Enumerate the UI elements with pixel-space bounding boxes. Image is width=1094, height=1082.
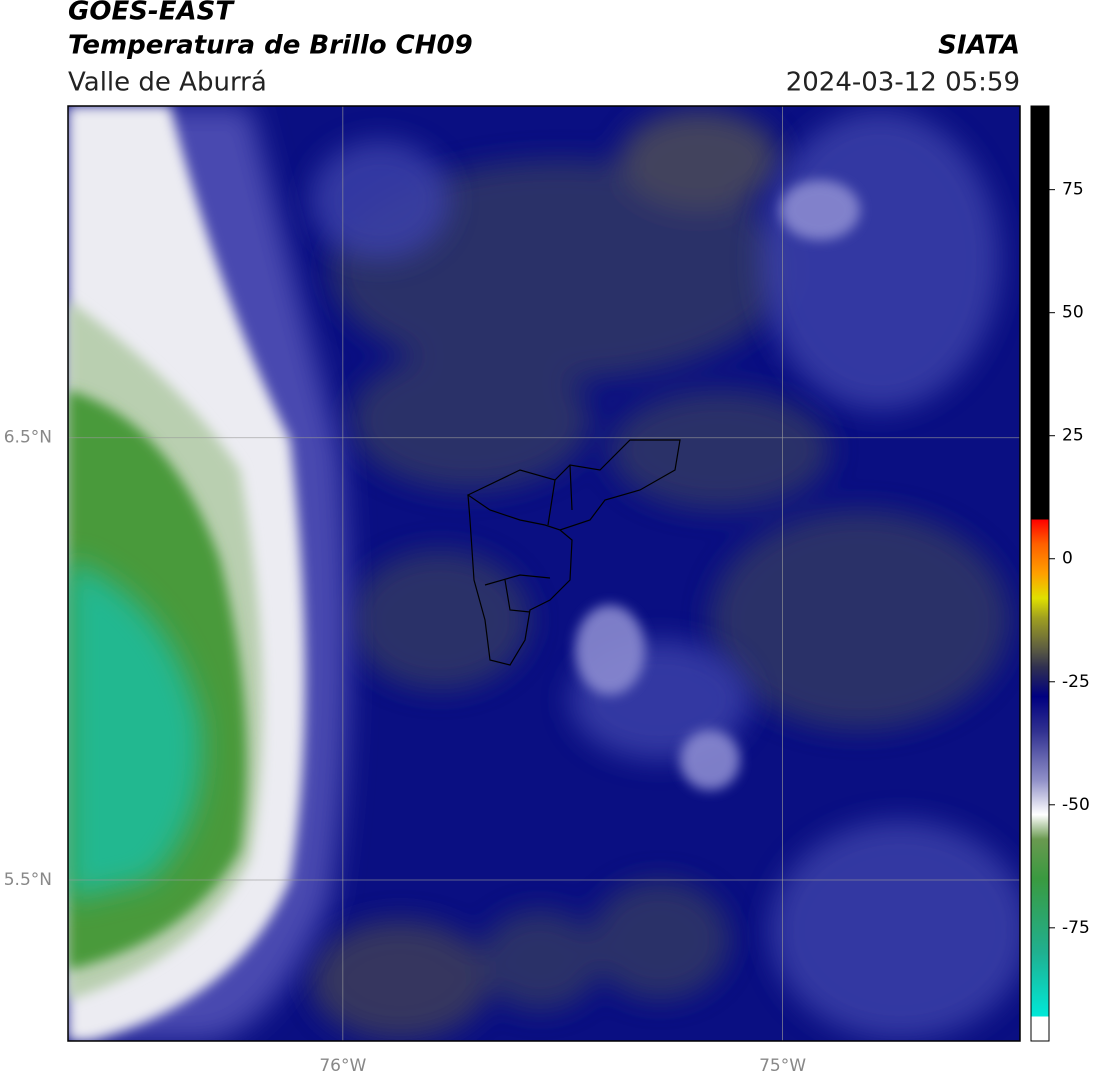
colorbar-tick-label: 25 xyxy=(1062,426,1084,446)
lat-label: 6.5°N xyxy=(4,428,52,448)
colorbar-ticks: 75 50 25 0 -25 -50 -75 xyxy=(1049,180,1090,938)
colorbar-tick-label: -75 xyxy=(1062,918,1090,938)
subtitle: Temperatura de Brillo CH09 xyxy=(68,31,473,61)
satellite-image xyxy=(68,106,1020,1041)
datetime: 2024-03-12 05:59 xyxy=(786,68,1020,98)
colorbar-tick-label: -50 xyxy=(1062,795,1090,815)
region: Valle de Aburrá xyxy=(68,68,267,98)
colorbar xyxy=(1030,105,1050,1042)
map-frame xyxy=(67,105,1021,1042)
graticule: 76°W 75°W 6.5°N 5.5°N xyxy=(4,106,1020,1076)
colorbar-tick-label: 75 xyxy=(1062,180,1084,200)
lon-label: 76°W xyxy=(319,1056,366,1076)
colorbar-tick-label: 0 xyxy=(1062,549,1073,569)
title: GOES-EAST xyxy=(68,0,235,27)
colorbar-tick-label: 50 xyxy=(1062,303,1084,323)
source: SIATA xyxy=(938,31,1020,61)
lat-label: 5.5°N xyxy=(4,870,52,890)
colorbar-tick-label: -25 xyxy=(1062,672,1090,692)
lon-label: 75°W xyxy=(759,1056,806,1076)
